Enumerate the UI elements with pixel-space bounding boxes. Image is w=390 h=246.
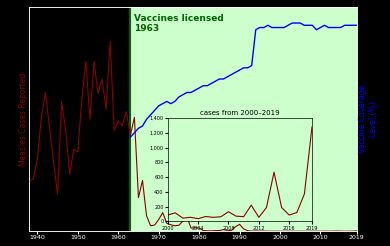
Text: Vaccines licensed
1963: Vaccines licensed 1963 <box>135 14 224 33</box>
Bar <box>130 7 361 231</box>
Title: cases from 2000–2019: cases from 2000–2019 <box>200 110 280 116</box>
Y-axis label: Vaccine Coverage
Level (%): Vaccine Coverage Level (%) <box>358 85 378 154</box>
Y-axis label: Measles Cases Reported: Measles Cases Reported <box>19 73 28 166</box>
